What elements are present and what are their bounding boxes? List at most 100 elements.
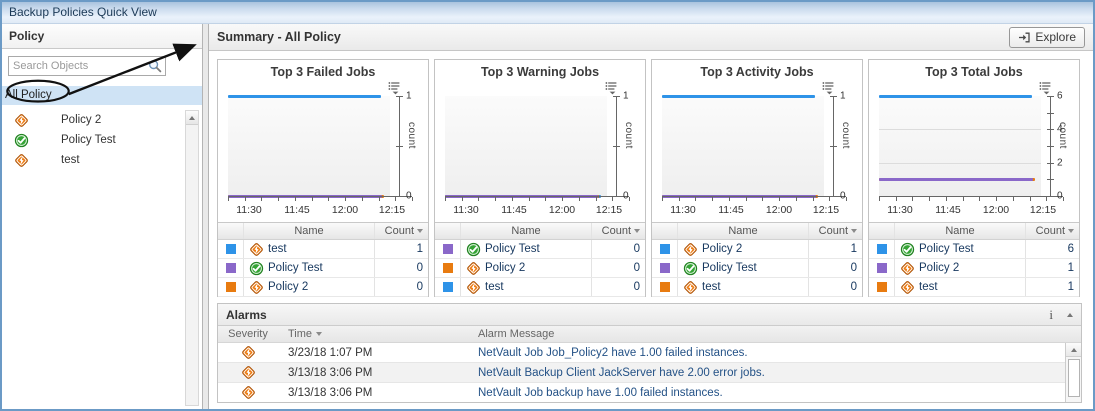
all-policy-label: All Policy <box>5 89 52 101</box>
alarm-time: 3/13/18 3:06 PM <box>288 386 373 399</box>
y-tick-labels: 1 0 <box>406 90 412 202</box>
policy-sidebar: Policy All Policy Policy 2 <box>2 24 203 409</box>
table-row[interactable]: test 1 <box>869 278 1079 297</box>
tree-item-label: test <box>61 154 80 166</box>
name-column-header[interactable]: Name <box>294 225 324 237</box>
series-name: Policy 2 <box>268 281 309 293</box>
search-input[interactable] <box>8 56 166 76</box>
policy-ok-icon <box>249 261 264 276</box>
activity-jobs-chart: 1 0 count 11:30 11:45 12:00 12:15 <box>652 80 862 222</box>
table-row[interactable]: Policy 2 1 <box>869 259 1079 278</box>
table-row[interactable]: Policy Test 0 <box>218 259 428 278</box>
series-name: Policy Test <box>268 262 323 274</box>
collapse-icon[interactable] <box>1067 312 1073 317</box>
scrollbar-up-button[interactable] <box>1066 343 1081 357</box>
chart-title: Top 3 Failed Jobs <box>270 65 376 79</box>
x-axis <box>445 196 630 201</box>
series-count: 0 <box>850 281 857 293</box>
table-row[interactable]: Policy 2 1 <box>652 240 862 259</box>
series-name: test <box>268 243 287 255</box>
alarm-message: NetVault Job backup have 1.00 failed ins… <box>478 386 723 399</box>
alarms-title: Alarms <box>226 307 267 322</box>
policy-warning-icon <box>900 280 915 295</box>
count-column-header[interactable]: Count <box>808 223 862 239</box>
table-row[interactable]: test 1 <box>218 240 428 259</box>
count-column-header[interactable]: Count <box>591 223 645 239</box>
policy-warning-icon <box>466 261 481 276</box>
y-axis <box>830 96 837 197</box>
chart-options-icon[interactable] <box>605 81 618 95</box>
policy-ok-icon <box>683 261 698 276</box>
alarm-row[interactable]: 3/13/18 3:06 PM NetVault Job backup have… <box>218 383 1065 402</box>
count-column-header[interactable]: Count <box>1025 223 1079 239</box>
table-row[interactable]: Policy 2 0 <box>218 278 428 297</box>
search-icon[interactable] <box>148 59 162 73</box>
tree-item-label: Policy 2 <box>61 114 102 126</box>
y-axis <box>396 96 403 197</box>
sidebar-item-policy-2[interactable]: Policy 2 <box>2 110 202 130</box>
alarm-row[interactable]: 3/23/18 1:07 PM NetVault Job Job_Policy2… <box>218 343 1065 363</box>
summary-title: Summary - All Policy <box>217 30 341 44</box>
summary-panel: Summary - All Policy Explore Top 3 Faile… <box>208 24 1093 409</box>
chart-options-icon[interactable] <box>1039 81 1052 95</box>
alarm-time: 3/13/18 3:06 PM <box>288 366 373 379</box>
chart-plot-area <box>879 94 1041 196</box>
series-swatch <box>442 244 453 254</box>
alarms-scrollbar[interactable] <box>1065 343 1081 402</box>
severity-column-header[interactable]: Severity <box>228 328 268 340</box>
series-name: Policy Test <box>702 262 757 274</box>
y-axis <box>1047 96 1054 197</box>
series-count: 0 <box>633 262 640 274</box>
time-column-header[interactable]: Time <box>278 328 470 340</box>
name-column-header[interactable]: Name <box>728 225 758 237</box>
table-row[interactable]: Policy Test 0 <box>652 259 862 278</box>
summary-header: Summary - All Policy Explore <box>209 24 1093 51</box>
table-row[interactable]: test 0 <box>652 278 862 297</box>
count-column-header[interactable]: Count <box>374 223 428 239</box>
chart-options-icon[interactable] <box>822 81 835 95</box>
chart-card-activity-jobs: Top 3 Activity Jobs 1 0 <box>651 59 863 297</box>
sidebar-scrollbar[interactable] <box>185 110 199 406</box>
tree-item-label: Policy Test <box>61 134 116 146</box>
info-icon[interactable]: i <box>1049 307 1053 322</box>
name-column-header[interactable]: Name <box>511 225 541 237</box>
series-name: Policy Test <box>919 243 974 255</box>
sidebar-header-label: Policy <box>9 29 45 43</box>
sidebar-item-all-policy[interactable]: All Policy <box>2 86 202 105</box>
top3-table: Name Count test 1 Policy Test <box>218 222 428 297</box>
swatch-column-header <box>435 223 461 239</box>
alarm-row[interactable]: 3/13/18 3:06 PM NetVault Backup Client J… <box>218 363 1065 383</box>
series-count: 0 <box>416 281 423 293</box>
sidebar-item-policy-test[interactable]: Policy Test <box>2 130 202 150</box>
table-row[interactable]: test 0 <box>435 278 645 297</box>
sort-desc-icon <box>851 229 857 233</box>
swatch-column-header <box>652 223 678 239</box>
explore-button[interactable]: Explore <box>1009 26 1085 48</box>
sidebar-item-test[interactable]: test <box>2 150 202 170</box>
series-count: 0 <box>633 281 640 293</box>
y-axis-title: count <box>623 122 634 149</box>
x-axis <box>228 196 413 201</box>
sort-desc-icon <box>1068 229 1074 233</box>
scrollbar-up-button[interactable] <box>186 111 198 125</box>
table-row[interactable]: Policy Test 0 <box>435 240 645 259</box>
chart-plot-area <box>228 94 390 198</box>
up-arrow-icon <box>189 115 195 120</box>
chart-options-icon[interactable] <box>388 81 401 95</box>
failed-jobs-chart: 1 0 count 11:30 11:45 12:00 12:15 <box>218 80 428 222</box>
scrollbar-thumb[interactable] <box>1067 359 1080 397</box>
top3-table: Name Count Policy 2 1 Policy Test <box>652 222 862 297</box>
name-column-header[interactable]: Name <box>945 225 975 237</box>
series-swatch <box>659 263 670 273</box>
y-axis-title: count <box>1057 122 1068 149</box>
x-axis <box>662 196 847 201</box>
policy-warning-icon <box>466 280 481 295</box>
message-column-header[interactable]: Alarm Message <box>478 328 555 340</box>
swatch-column-header <box>218 223 244 239</box>
x-axis <box>879 196 1064 201</box>
table-row[interactable]: Policy Test 6 <box>869 240 1079 259</box>
policy-warning-icon <box>249 280 264 295</box>
table-row[interactable]: Policy 2 0 <box>435 259 645 278</box>
sidebar-header: Policy <box>2 24 202 49</box>
